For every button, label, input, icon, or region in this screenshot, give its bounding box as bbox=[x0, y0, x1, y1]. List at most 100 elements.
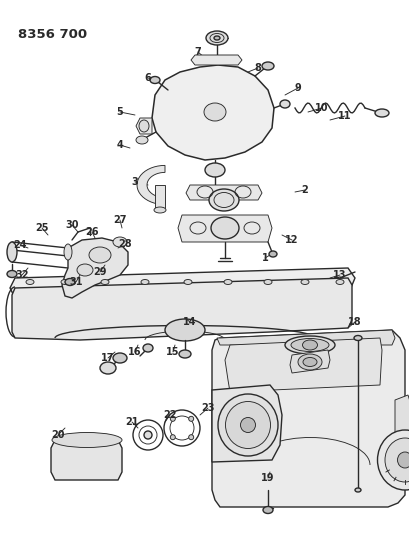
Ellipse shape bbox=[211, 217, 238, 239]
Text: 18: 18 bbox=[347, 317, 361, 327]
Ellipse shape bbox=[139, 120, 148, 132]
Text: 21: 21 bbox=[125, 417, 138, 427]
Text: 30: 30 bbox=[65, 220, 79, 230]
Polygon shape bbox=[394, 395, 409, 478]
Ellipse shape bbox=[170, 435, 175, 440]
Text: 6: 6 bbox=[144, 73, 151, 83]
Text: 31: 31 bbox=[69, 277, 83, 287]
Ellipse shape bbox=[100, 362, 116, 374]
Ellipse shape bbox=[154, 207, 166, 213]
Ellipse shape bbox=[64, 244, 72, 260]
Text: 8: 8 bbox=[254, 63, 261, 73]
Ellipse shape bbox=[353, 335, 361, 341]
Text: 2: 2 bbox=[301, 185, 308, 195]
Text: 4: 4 bbox=[116, 140, 123, 150]
Text: 15: 15 bbox=[166, 347, 179, 357]
Ellipse shape bbox=[188, 416, 193, 421]
Polygon shape bbox=[186, 185, 261, 200]
Ellipse shape bbox=[209, 189, 238, 211]
Ellipse shape bbox=[113, 353, 127, 363]
Polygon shape bbox=[225, 338, 381, 392]
Text: 10: 10 bbox=[315, 103, 328, 113]
Ellipse shape bbox=[7, 242, 17, 262]
Ellipse shape bbox=[52, 432, 122, 448]
Polygon shape bbox=[155, 185, 164, 208]
Ellipse shape bbox=[397, 452, 409, 468]
Ellipse shape bbox=[184, 279, 191, 285]
Text: 11: 11 bbox=[337, 111, 351, 121]
Text: 22: 22 bbox=[163, 410, 176, 420]
Text: 14: 14 bbox=[183, 317, 196, 327]
Text: 1: 1 bbox=[261, 253, 268, 263]
Ellipse shape bbox=[170, 416, 175, 421]
Text: 27: 27 bbox=[113, 215, 126, 225]
Ellipse shape bbox=[188, 435, 193, 440]
Ellipse shape bbox=[144, 431, 152, 439]
Polygon shape bbox=[216, 330, 394, 345]
Text: 20: 20 bbox=[51, 430, 65, 440]
Polygon shape bbox=[211, 385, 281, 462]
Ellipse shape bbox=[302, 340, 317, 350]
Ellipse shape bbox=[300, 279, 308, 285]
Ellipse shape bbox=[377, 430, 409, 490]
Text: 3: 3 bbox=[131, 177, 138, 187]
Ellipse shape bbox=[65, 279, 75, 286]
Text: 12: 12 bbox=[285, 235, 298, 245]
Ellipse shape bbox=[263, 279, 271, 285]
Text: 29: 29 bbox=[93, 267, 106, 277]
Polygon shape bbox=[211, 330, 404, 507]
Polygon shape bbox=[191, 55, 241, 65]
Text: 5: 5 bbox=[116, 107, 123, 117]
Ellipse shape bbox=[268, 251, 276, 257]
Polygon shape bbox=[178, 215, 271, 242]
Ellipse shape bbox=[77, 264, 93, 276]
Ellipse shape bbox=[61, 279, 69, 285]
Ellipse shape bbox=[26, 279, 34, 285]
Text: 17: 17 bbox=[101, 353, 115, 363]
Ellipse shape bbox=[261, 62, 273, 70]
Ellipse shape bbox=[297, 354, 321, 370]
Polygon shape bbox=[152, 65, 273, 160]
Ellipse shape bbox=[143, 344, 153, 352]
Ellipse shape bbox=[240, 417, 255, 432]
Ellipse shape bbox=[204, 103, 225, 121]
Ellipse shape bbox=[335, 279, 343, 285]
Ellipse shape bbox=[136, 136, 148, 144]
Polygon shape bbox=[136, 118, 152, 134]
Text: 26: 26 bbox=[85, 227, 99, 237]
Ellipse shape bbox=[101, 279, 109, 285]
Ellipse shape bbox=[150, 77, 160, 84]
Text: 9: 9 bbox=[294, 83, 301, 93]
Ellipse shape bbox=[204, 163, 225, 177]
Ellipse shape bbox=[279, 100, 289, 108]
Ellipse shape bbox=[205, 31, 227, 45]
Ellipse shape bbox=[384, 438, 409, 482]
Ellipse shape bbox=[113, 237, 127, 247]
Text: 7: 7 bbox=[194, 47, 201, 57]
Text: 8356 700: 8356 700 bbox=[18, 28, 87, 41]
Text: 24: 24 bbox=[13, 240, 27, 250]
Polygon shape bbox=[12, 278, 351, 340]
Ellipse shape bbox=[89, 247, 111, 263]
Ellipse shape bbox=[284, 336, 334, 354]
Ellipse shape bbox=[302, 358, 316, 367]
Ellipse shape bbox=[225, 401, 270, 448]
Polygon shape bbox=[10, 268, 354, 298]
Ellipse shape bbox=[179, 350, 191, 358]
Ellipse shape bbox=[374, 109, 388, 117]
Text: 19: 19 bbox=[261, 473, 274, 483]
Ellipse shape bbox=[218, 394, 277, 456]
Polygon shape bbox=[62, 238, 128, 298]
Ellipse shape bbox=[290, 338, 328, 351]
Ellipse shape bbox=[164, 319, 204, 341]
Polygon shape bbox=[289, 350, 329, 373]
Ellipse shape bbox=[354, 488, 360, 492]
Polygon shape bbox=[137, 165, 164, 205]
Text: 25: 25 bbox=[35, 223, 49, 233]
Ellipse shape bbox=[213, 36, 220, 40]
Ellipse shape bbox=[7, 271, 17, 278]
Text: 32: 32 bbox=[15, 270, 29, 280]
Ellipse shape bbox=[223, 279, 231, 285]
Polygon shape bbox=[51, 440, 122, 480]
Text: 13: 13 bbox=[333, 270, 346, 280]
